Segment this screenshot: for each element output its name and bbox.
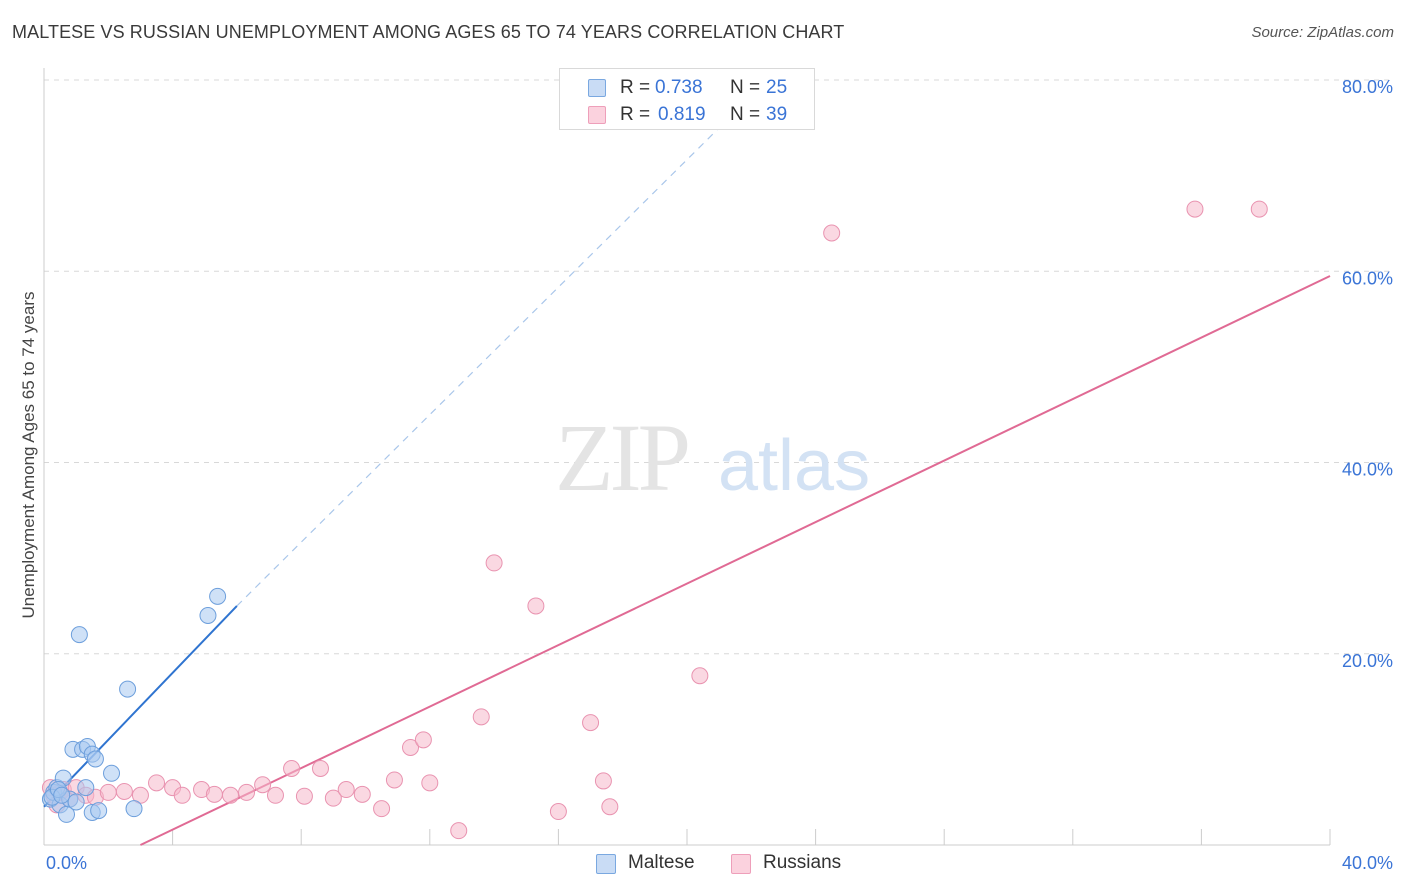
maltese-point xyxy=(125,800,143,818)
y-axis-label: Unemployment Among Ages 65 to 74 years xyxy=(19,292,38,619)
correlation-legend: R = 0.738 N = 25 R = 0.819 N = 39 xyxy=(559,68,815,130)
russians-legend-swatch xyxy=(731,854,751,874)
russians-point xyxy=(823,224,841,242)
russians-point xyxy=(594,772,612,790)
watermark-atlas: atlas xyxy=(718,426,870,506)
russians-point xyxy=(283,760,301,777)
watermark-zip: ZIP xyxy=(555,404,688,511)
russians-point xyxy=(549,803,567,821)
maltese-point xyxy=(103,764,121,782)
maltese-point xyxy=(53,786,71,804)
y-tick-label: 60.0% xyxy=(1342,268,1393,288)
r-value: 0.738 xyxy=(655,77,703,98)
maltese-point xyxy=(199,607,217,624)
russians-point xyxy=(421,774,439,792)
russians-point xyxy=(295,787,313,805)
maltese-point xyxy=(119,680,137,698)
russians-trendline xyxy=(140,275,1331,846)
russians-point xyxy=(115,782,133,800)
maltese-point xyxy=(67,793,85,811)
russians-point xyxy=(450,822,468,840)
russians-point xyxy=(311,760,329,777)
russians-point xyxy=(1186,200,1204,218)
russians-point xyxy=(337,781,355,799)
russians-point xyxy=(221,786,239,804)
russians-point xyxy=(582,714,600,732)
maltese-point xyxy=(209,587,227,605)
russians-point xyxy=(691,667,709,685)
maltese-point xyxy=(70,626,88,644)
russians-point xyxy=(205,785,223,803)
maltese-trendline-extension xyxy=(236,127,720,607)
x-tick-label: 40.0% xyxy=(1342,853,1393,873)
russians-point xyxy=(254,776,272,794)
y-tick-label: 80.0% xyxy=(1342,77,1393,97)
y-tick-label: 40.0% xyxy=(1342,460,1393,480)
russians-point xyxy=(472,708,490,726)
source-label: Source: ZipAtlas.com xyxy=(1251,24,1394,41)
russians-legend-label: Russians xyxy=(763,852,842,873)
maltese-swatch xyxy=(588,79,606,97)
russians-point xyxy=(373,800,391,818)
n-value: 25 xyxy=(766,77,788,98)
maltese-legend-label: Maltese xyxy=(628,852,695,873)
russians-point xyxy=(99,783,117,801)
russians-point xyxy=(385,771,403,789)
russians-point xyxy=(1250,200,1268,218)
n-value: 39 xyxy=(766,104,788,125)
r-label: R = xyxy=(620,77,651,98)
chart-title: MALTESE VS RUSSIAN UNEMPLOYMENT AMONG AG… xyxy=(12,22,845,42)
maltese-legend-swatch xyxy=(596,854,616,874)
russians-point xyxy=(414,731,432,749)
russians-point xyxy=(353,785,371,803)
maltese-point xyxy=(77,779,95,797)
n-label: N = xyxy=(730,77,761,98)
russians-point xyxy=(485,554,503,572)
x-tick-label: 0.0% xyxy=(46,853,87,873)
russians-point xyxy=(173,786,191,804)
maltese-trendline xyxy=(43,605,238,808)
maltese-point xyxy=(90,802,108,820)
russians-point xyxy=(402,738,420,756)
russians-point xyxy=(148,774,166,792)
r-value: 0.819 xyxy=(658,104,706,125)
russians-swatch xyxy=(588,106,606,124)
russians-point xyxy=(238,783,256,801)
russians-point xyxy=(266,786,284,804)
y-tick-label: 20.0% xyxy=(1342,651,1393,671)
russians-point xyxy=(324,789,342,807)
n-label: N = xyxy=(730,104,761,125)
russians-point xyxy=(527,597,545,615)
maltese-point xyxy=(86,750,104,768)
russians-point xyxy=(601,798,619,816)
r-label: R = xyxy=(620,104,651,125)
